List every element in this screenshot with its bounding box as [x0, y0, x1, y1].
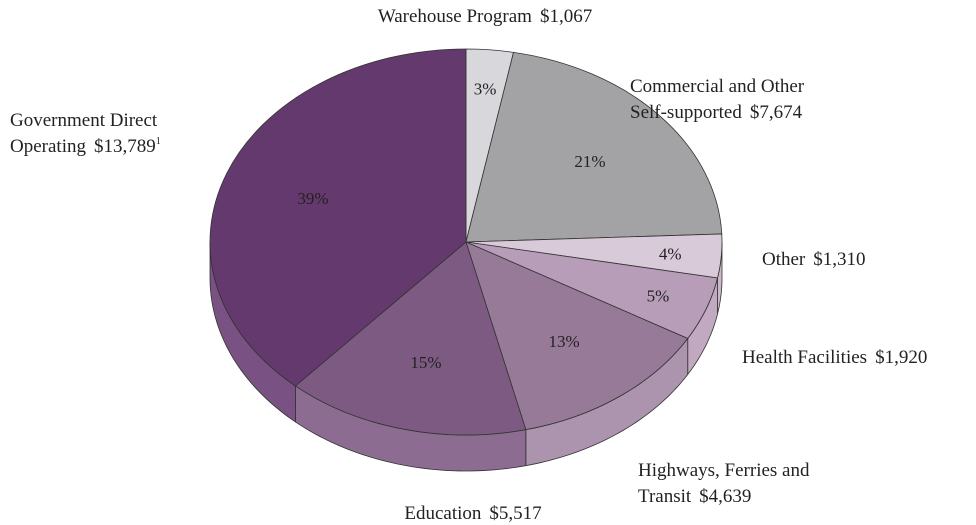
category-name: Education — [404, 503, 482, 524]
footnote-mark: 1 — [156, 136, 161, 147]
category-label: Warehouse Program $1,067 — [378, 6, 592, 27]
category-label: Highways, Ferries and Transit $4,639 — [638, 460, 810, 507]
value-label: $1,920 — [875, 347, 927, 368]
value-label: $1,310 — [813, 249, 865, 270]
percent-label: 39% — [297, 189, 328, 208]
percent-label: 15% — [410, 353, 441, 372]
value-label: $1,067 — [540, 6, 592, 27]
category-name: Warehouse Program — [378, 6, 532, 27]
category-name: Transit — [638, 486, 692, 507]
category-name: Health Facilities — [742, 347, 867, 368]
percent-label: 4% — [659, 244, 682, 263]
category-label: Other $1,310 — [762, 249, 866, 270]
percent-label: 5% — [647, 287, 670, 306]
category-label: Education $5,517 — [404, 503, 541, 524]
pie-slice — [465, 241, 689, 431]
category-name: Highways, Ferries and — [638, 460, 810, 481]
pie-slice — [209, 48, 467, 387]
pie-slice — [294, 241, 527, 436]
value-label: $13,789 — [94, 136, 156, 157]
category-name: Commercial and Other — [630, 76, 805, 97]
percent-label: 3% — [474, 79, 497, 98]
category-name: Operating — [10, 136, 86, 157]
category-name: Self-supported — [630, 102, 742, 123]
category-name: Other — [762, 249, 806, 270]
category-label: Government Direct Operating $13,7891 — [10, 110, 161, 157]
value-label: $5,517 — [489, 503, 541, 524]
percent-label: 21% — [574, 152, 605, 171]
value-label: $7,674 — [750, 102, 803, 123]
category-label: Commercial and Other Self-supported $7,674 — [630, 76, 805, 123]
category-name: Government Direct — [10, 110, 158, 131]
value-label: $4,639 — [699, 486, 751, 507]
category-label: Health Facilities $1,920 — [742, 347, 927, 368]
percent-label: 13% — [548, 332, 579, 351]
pie-slice — [465, 51, 723, 243]
